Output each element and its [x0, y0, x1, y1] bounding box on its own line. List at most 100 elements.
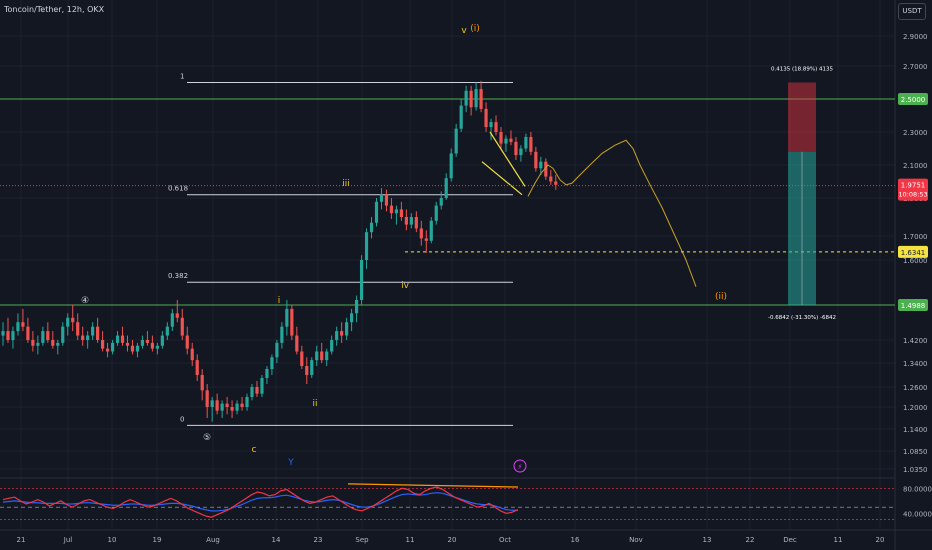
candle-body	[66, 317, 70, 327]
time-tick-label: 19	[153, 536, 162, 544]
candle-body	[519, 148, 523, 156]
time-tick-label: 14	[272, 536, 281, 544]
time-tick-label: 11	[834, 536, 843, 544]
candle-body	[255, 387, 259, 394]
wave-label: v	[461, 26, 467, 36]
candle-body	[260, 378, 264, 394]
candle-body	[320, 351, 324, 361]
candle-body	[504, 138, 508, 144]
candle-body	[454, 128, 458, 154]
candle-body	[414, 217, 418, 229]
candle-body	[315, 351, 319, 361]
time-tick-label: 16	[571, 536, 580, 544]
candle-body	[310, 360, 314, 375]
candle-body	[300, 351, 304, 366]
time-tick-label: Sep	[355, 536, 369, 544]
candle-body	[534, 151, 538, 169]
wave-label: i	[278, 296, 281, 306]
candle-body	[36, 342, 40, 346]
wave-label: (i)	[470, 24, 480, 34]
candle-body	[185, 335, 189, 349]
candle-body	[539, 161, 543, 169]
position-top-label: 0.4135 (18.89%) 4135	[771, 67, 834, 73]
time-tick-label: 22	[746, 536, 755, 544]
candle-body	[529, 136, 533, 152]
time-tick-label: 13	[703, 536, 712, 544]
price-label-text: 1.6341	[901, 249, 926, 257]
position-bottom-label: -0.6842 (-31.30%) -6842	[768, 315, 836, 321]
candle-body	[384, 194, 389, 206]
candle-body	[155, 345, 159, 349]
price-tick-label: 1.1400	[903, 426, 928, 434]
candle-body	[350, 313, 354, 323]
candle-body	[195, 360, 199, 375]
candle-body	[479, 89, 483, 109]
candle-body	[549, 176, 553, 182]
candle-body	[509, 138, 513, 142]
currency-button[interactable]: USDT	[898, 3, 926, 20]
candle-body	[335, 331, 339, 340]
candle-body	[429, 220, 433, 241]
wave-label: ii	[312, 399, 317, 409]
candle-body	[474, 89, 478, 108]
candle-body	[354, 300, 359, 314]
candle-body	[71, 317, 75, 323]
symbol-title: Toncoin/Tether, 12h, OKX	[4, 5, 105, 14]
candle-body	[21, 322, 25, 327]
fib-label: 0.382	[168, 272, 188, 280]
candle-body	[499, 132, 503, 144]
candle-body	[444, 178, 448, 198]
time-tick-label: Nov	[629, 536, 643, 544]
candle-body	[140, 340, 145, 346]
lightning-icon[interactable]	[513, 459, 527, 473]
candle-body	[340, 331, 344, 336]
wedge-lower-line	[481, 161, 523, 196]
osc-blue-line	[2, 492, 518, 512]
wave-label: c	[252, 445, 257, 455]
price-tick-label: 1.0850	[903, 448, 928, 456]
time-tick-label: 21	[17, 536, 26, 544]
candle-body	[285, 308, 289, 327]
candle-body	[389, 205, 394, 214]
osc-tick-label: 80.0000	[903, 485, 932, 493]
candle-body	[409, 217, 413, 225]
candle-body	[150, 342, 154, 349]
candle-body	[110, 342, 115, 352]
candle-body	[469, 90, 473, 108]
price-tick-label: 2.7000	[903, 63, 928, 71]
time-tick-label: Aug	[206, 536, 220, 544]
candle-body	[290, 308, 294, 336]
candle-body	[489, 122, 493, 128]
candle-body	[449, 153, 453, 179]
candle-body	[374, 201, 379, 223]
candle-body	[46, 331, 50, 340]
candle-body	[245, 397, 249, 407]
time-tick-label: 10	[108, 536, 117, 544]
candle-body	[11, 331, 15, 340]
candle-body	[399, 209, 403, 217]
candle-body	[554, 181, 558, 185]
last-price-text: 1.9751	[901, 182, 926, 190]
price-label-tag	[898, 245, 928, 258]
candle-body	[165, 326, 169, 336]
price-tick-label: 2.9000	[903, 33, 928, 41]
candle-body	[170, 313, 174, 327]
candle-body	[305, 366, 309, 375]
time-tick-label: 23	[314, 536, 323, 544]
wedge-upper-line	[489, 131, 526, 187]
candle-body	[270, 357, 274, 369]
candle-body	[379, 194, 384, 202]
fib-label: 1	[180, 73, 184, 81]
last-price-tag	[898, 178, 928, 201]
candle-body	[459, 105, 463, 129]
candle-body	[419, 228, 423, 239]
candle-body	[31, 340, 35, 346]
candle-body	[439, 198, 443, 206]
osc-tick-label: 40.0000	[903, 510, 932, 518]
wave-label: ④	[81, 296, 89, 306]
time-tick-label: Oct	[499, 536, 511, 544]
candle-body	[115, 335, 120, 343]
time-tick-label: Jul	[63, 536, 73, 544]
candle-body	[250, 387, 254, 397]
